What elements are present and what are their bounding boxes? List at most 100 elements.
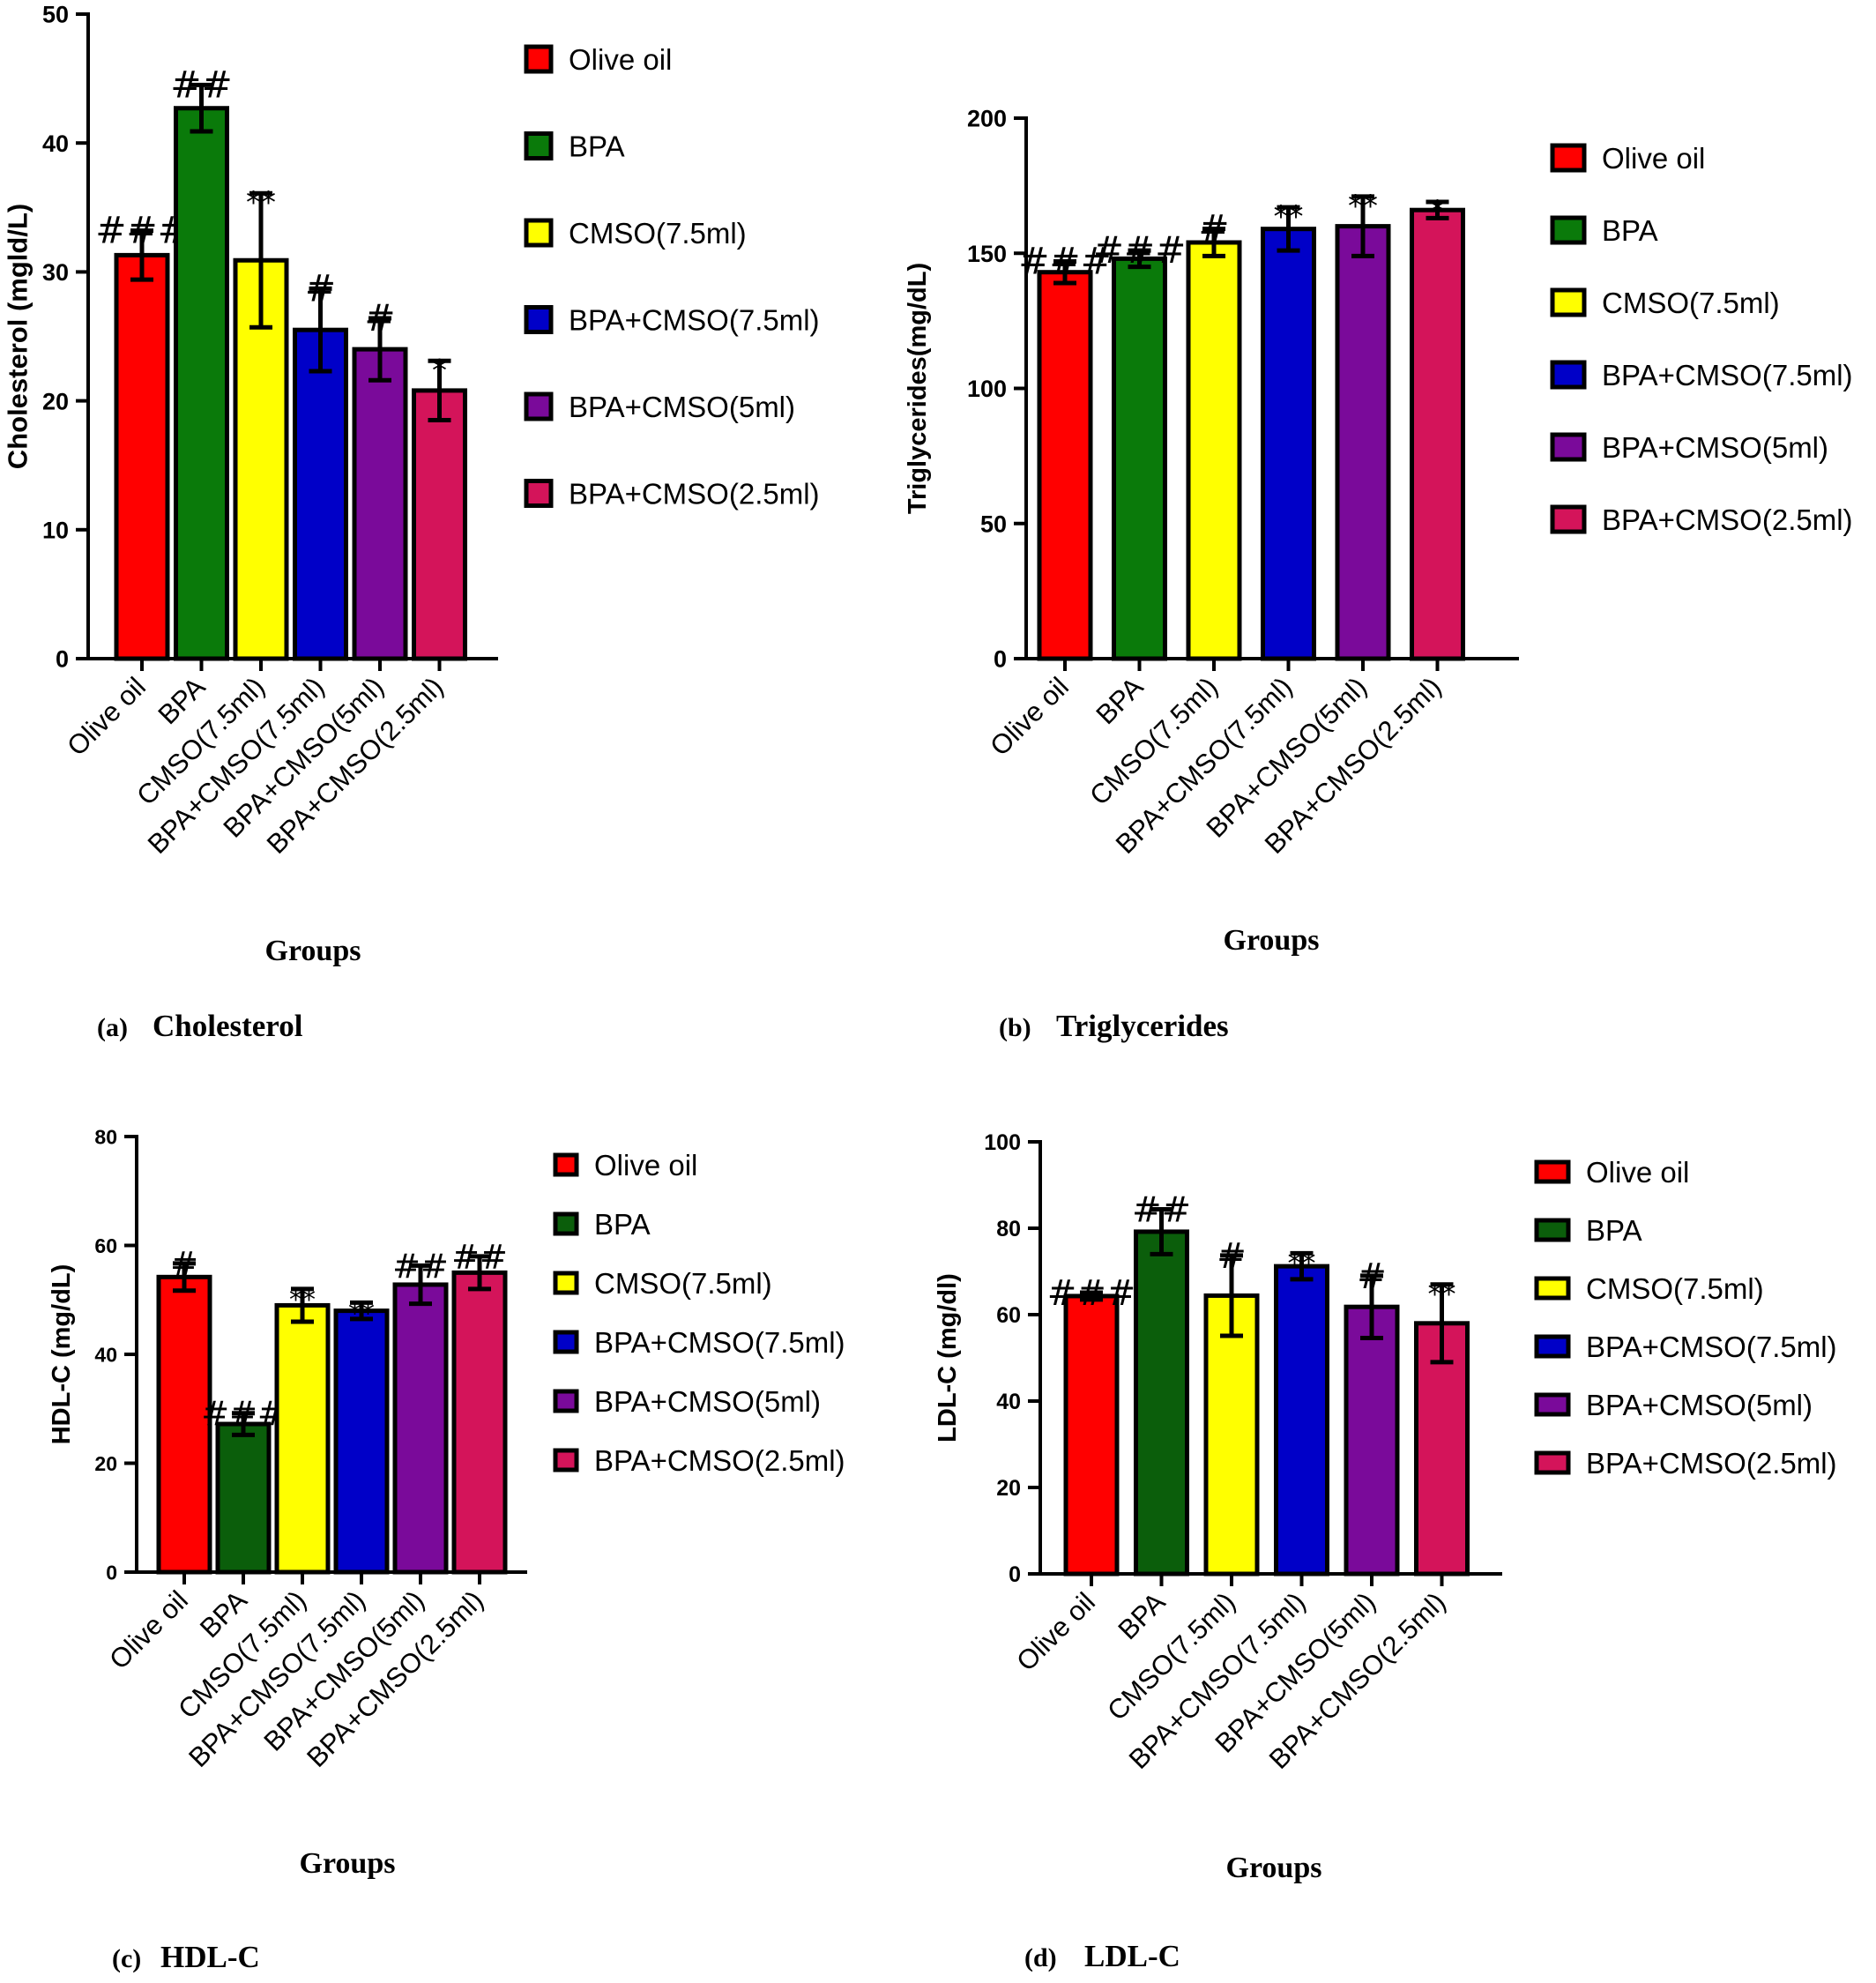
legend-swatch-3 — [553, 1330, 579, 1354]
y-tick-label-0: 0 — [994, 646, 1007, 673]
legend-label-2: CMSO(7.5ml) — [569, 217, 747, 250]
bar-1 — [174, 106, 229, 661]
caption-letter: (d) — [1024, 1943, 1057, 1972]
significance-label-1: ### — [1093, 228, 1187, 272]
legend-swatch-5 — [553, 1448, 579, 1472]
legend-label-4: BPA+CMSO(5ml) — [1586, 1389, 1813, 1421]
significance-label-1: ## — [1132, 1189, 1191, 1230]
legend-swatch-5 — [524, 479, 554, 508]
legend-label-0: Olive oil — [1602, 142, 1705, 175]
legend-label-3: BPA+CMSO(7.5ml) — [1586, 1331, 1837, 1363]
x-tick-label-0: Olive oil — [103, 1584, 194, 1675]
bar-5 — [451, 1270, 508, 1575]
y-tick-label-1: 50 — [980, 511, 1007, 537]
y-tick-label-5: 50 — [42, 2, 69, 28]
significance-label-3: ** — [348, 1298, 375, 1329]
significance-label-3: ** — [1274, 199, 1304, 235]
y-tick-label-3: 150 — [967, 241, 1007, 267]
legend-label-2: CMSO(7.5ml) — [594, 1267, 772, 1300]
bar-1 — [1112, 256, 1167, 661]
legend-swatch-4 — [1550, 432, 1587, 462]
caption-letter: (a) — [97, 1013, 128, 1042]
significance-label-4: # — [1357, 1256, 1387, 1297]
y-tick-label-4: 80 — [996, 1217, 1021, 1241]
legend-swatch-4 — [1534, 1392, 1571, 1417]
bar-0 — [1063, 1293, 1120, 1577]
significance-label-2: # — [1198, 207, 1229, 250]
legend-swatch-1 — [524, 131, 554, 160]
caption-letter: (c) — [112, 1944, 141, 1973]
legend-label-4: BPA+CMSO(5ml) — [594, 1385, 821, 1418]
bar-0 — [114, 252, 170, 661]
significance-label-0: ### — [1018, 239, 1112, 282]
y-axis-title: Triglycerides(mg/dL) — [904, 263, 932, 514]
legend-swatch-0 — [1550, 143, 1587, 173]
x-tick-label-2: CMSO(7.5ml) — [1083, 671, 1224, 811]
bar-1 — [1134, 1229, 1189, 1577]
bar-4 — [352, 347, 408, 661]
bar-5 — [1410, 207, 1465, 661]
significance-label-1: ## — [170, 63, 232, 106]
x-axis-title: Groups — [265, 935, 361, 967]
legend-swatch-4 — [553, 1389, 579, 1413]
bar-5 — [412, 388, 467, 661]
x-tick-label-1: BPA — [1112, 1586, 1171, 1645]
legend-swatch-1 — [1534, 1218, 1571, 1242]
caption-title: HDL-C — [160, 1940, 260, 1974]
significance-label-4: ** — [1348, 189, 1378, 224]
y-tick-label-3: 60 — [94, 1234, 117, 1257]
legend-label-3: BPA+CMSO(7.5ml) — [1602, 359, 1853, 391]
legend-label-3: BPA+CMSO(7.5ml) — [569, 303, 820, 336]
y-tick-label-1: 10 — [42, 518, 69, 544]
significance-label-1: ### — [201, 1395, 286, 1434]
legend-swatch-0 — [1534, 1159, 1571, 1184]
x-axis-title: Groups — [300, 1847, 396, 1880]
significance-label-5: ## — [451, 1238, 508, 1277]
y-axis-title: Cholesterol (mgld/L) — [3, 204, 34, 469]
bar-3 — [333, 1308, 390, 1575]
legend-swatch-1 — [553, 1211, 579, 1236]
legend-label-0: Olive oil — [1586, 1156, 1689, 1189]
legend-swatch-2 — [1534, 1276, 1571, 1301]
y-axis-title: LDL-C (mg/dl) — [934, 1273, 962, 1443]
y-tick-label-2: 20 — [42, 388, 69, 414]
legend-swatch-2 — [524, 218, 554, 248]
bar-3 — [293, 327, 348, 661]
legend-swatch-2 — [1550, 287, 1587, 317]
legend-label-4: BPA+CMSO(5ml) — [1602, 431, 1828, 464]
bar-3 — [1274, 1264, 1329, 1577]
y-tick-label-4: 200 — [967, 106, 1007, 132]
legend-label-2: CMSO(7.5ml) — [1586, 1272, 1764, 1305]
legend-swatch-3 — [1534, 1334, 1571, 1359]
y-tick-label-0: 0 — [106, 1561, 117, 1584]
y-tick-label-2: 100 — [967, 376, 1007, 402]
legend-label-1: BPA — [1586, 1214, 1642, 1247]
bar-3 — [1261, 227, 1316, 661]
y-tick-label-4: 40 — [42, 130, 69, 157]
caption-letter: (b) — [999, 1013, 1031, 1042]
significance-label-5: * — [432, 353, 447, 388]
x-tick-label-0: Olive oil — [1010, 1586, 1101, 1677]
significance-label-3: ** — [1288, 1246, 1316, 1279]
legend-swatch-4 — [524, 391, 554, 421]
significance-label-0: # — [170, 1245, 198, 1284]
legend-label-4: BPA+CMSO(5ml) — [569, 391, 795, 423]
x-axis-title: Groups — [1224, 924, 1320, 957]
legend-label-1: BPA — [594, 1208, 651, 1241]
significance-label-3: # — [305, 266, 336, 309]
x-tick-label-1: BPA — [1090, 671, 1149, 730]
y-tick-label-4: 80 — [94, 1125, 117, 1148]
y-axis-title: HDL-C (mg/dL) — [48, 1264, 76, 1445]
legend-swatch-3 — [1550, 360, 1587, 390]
caption-title: Cholesterol — [153, 1009, 303, 1043]
legend-label-3: BPA+CMSO(7.5ml) — [594, 1326, 845, 1359]
y-tick-label-2: 40 — [996, 1390, 1021, 1414]
significance-label-4: ## — [392, 1247, 449, 1286]
bar-4 — [1335, 224, 1391, 661]
significance-label-5: * — [1430, 194, 1445, 229]
x-axis-title: Groups — [1226, 1852, 1322, 1884]
